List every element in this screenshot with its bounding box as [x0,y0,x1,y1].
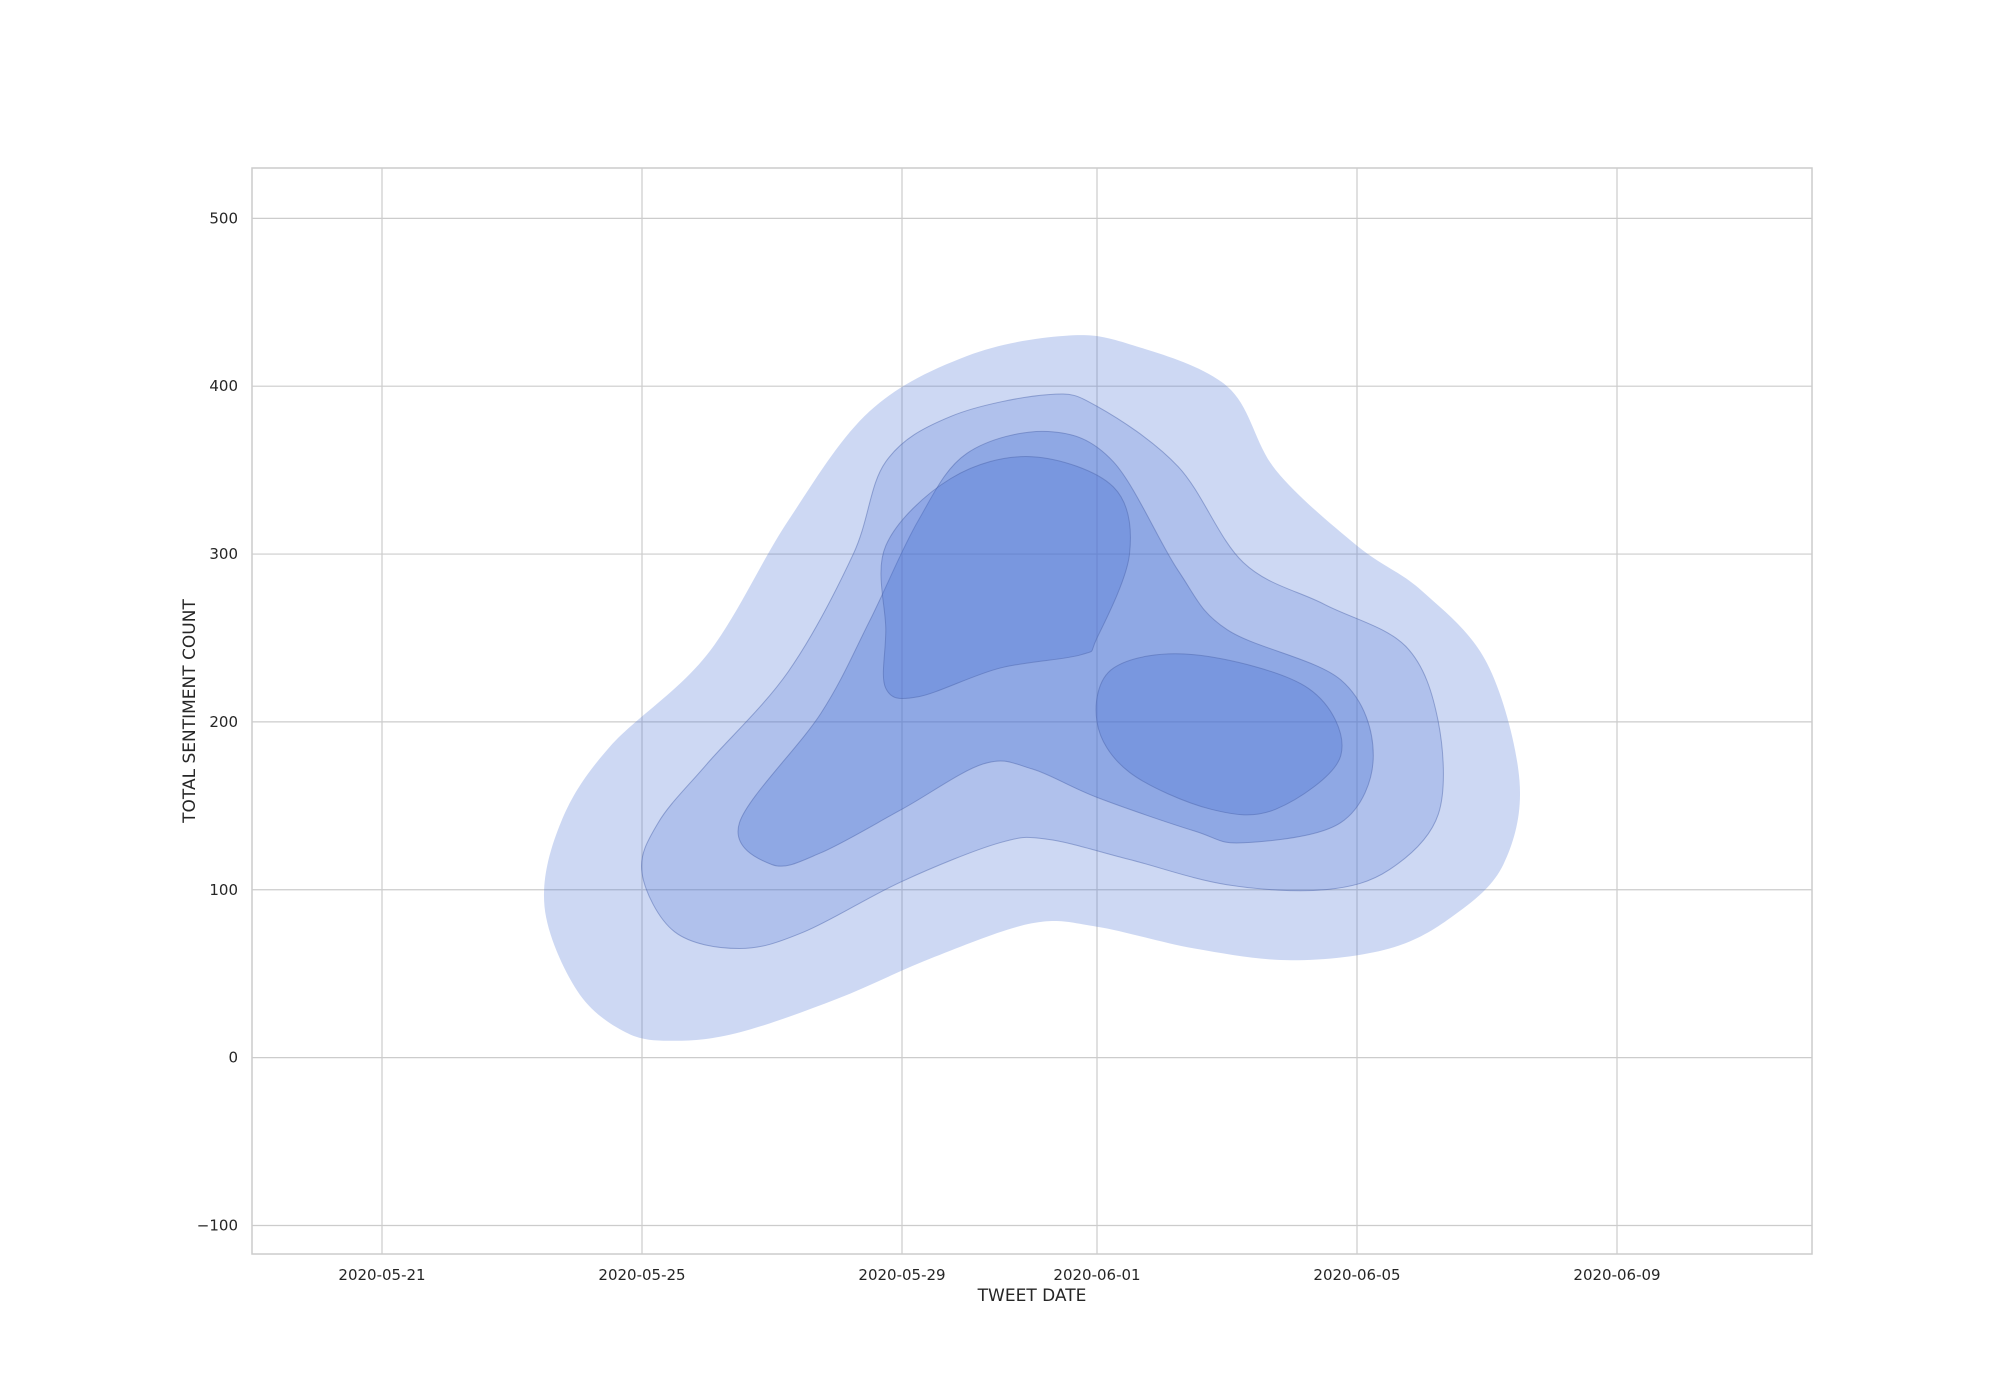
y-tick-label: −100 [197,1216,238,1234]
contour-level-4-region-1 [880,456,1131,699]
contour-level-4-region-2 [1095,653,1343,816]
density-contours [543,335,1521,1041]
gridlines [252,168,1812,1254]
plot-frame [251,167,1813,1255]
x-tick-label: 2020-06-09 [1573,1266,1660,1284]
y-tick-labels: −100 0 100 200 300 400 500 [197,209,238,1234]
y-tick-label: 0 [228,1049,238,1067]
x-tick-label: 2020-06-05 [1313,1266,1400,1284]
x-tick-label: 2020-05-29 [858,1266,945,1284]
x-tick-label: 2020-05-25 [598,1266,685,1284]
y-tick-label: 200 [209,713,238,731]
contour-level-1-region-1 [543,335,1521,1041]
y-tick-label: 300 [209,545,238,563]
x-tick-labels: 2020-05-21 2020-05-25 2020-05-29 2020-06-01… [338,1266,1660,1284]
x-tick-label: 2020-06-01 [1053,1266,1140,1284]
y-tick-label: 500 [209,209,238,227]
y-tick-label: 100 [209,881,238,899]
contour-level-3-region-1 [737,430,1374,867]
y-tick-label: 400 [209,377,238,395]
x-axis-label: TWEET DATE [977,1286,1087,1306]
contour-level-2-region-1 [640,393,1444,950]
x-tick-label: 2020-05-21 [338,1266,425,1284]
y-axis-label: TOTAL SENTIMENT COUNT [180,599,200,824]
